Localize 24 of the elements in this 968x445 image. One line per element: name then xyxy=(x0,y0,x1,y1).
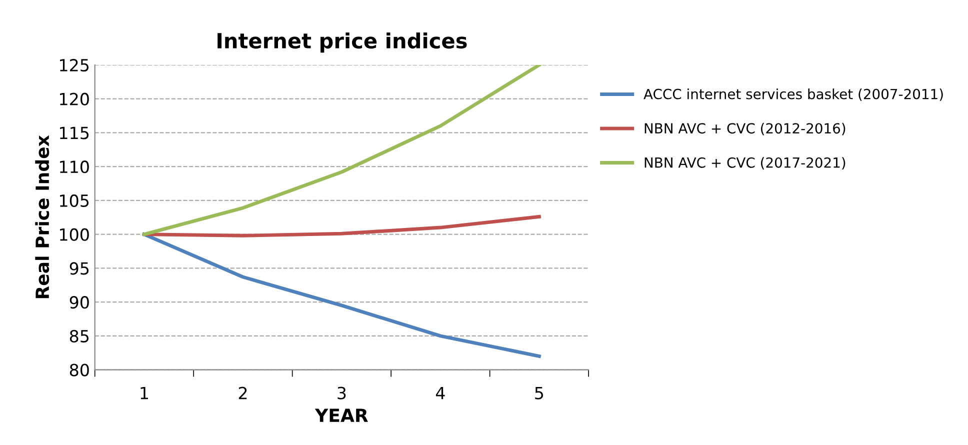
x-axis-title: YEAR xyxy=(314,408,368,422)
y-tick-label: 115 xyxy=(60,126,89,140)
legend-label: NBN AVC + CVC (2012-2016) xyxy=(644,122,846,136)
line-series xyxy=(142,214,541,238)
y-tick-label: 125 xyxy=(60,58,89,72)
y-tick-label: 95 xyxy=(70,262,89,275)
legend-label: NBN AVC + CVC (2017-2021) xyxy=(644,157,846,170)
y-tick-label: 80 xyxy=(70,364,89,376)
y-tick-label: 90 xyxy=(70,296,89,309)
y-tick-label: 100 xyxy=(60,228,89,241)
x-tick-label: 3 xyxy=(338,386,346,400)
chart-title: Internet price indices xyxy=(218,32,467,53)
x-tick-label: 2 xyxy=(238,386,247,400)
y-tick-label: 110 xyxy=(60,160,89,174)
y-tick-label: 85 xyxy=(70,330,89,342)
x-tick-label: 1 xyxy=(140,386,148,400)
y-tick-label: 120 xyxy=(60,92,89,106)
x-tick-label: 4 xyxy=(436,386,445,400)
line-series xyxy=(142,232,541,358)
y-tick-label: 105 xyxy=(60,194,89,208)
legend-label: ACCC internet services basket (2007-2011) xyxy=(644,88,943,101)
x-tick-label: 5 xyxy=(535,386,544,400)
y-axis-title: Real Price Index xyxy=(35,135,50,298)
line-series xyxy=(142,64,541,236)
